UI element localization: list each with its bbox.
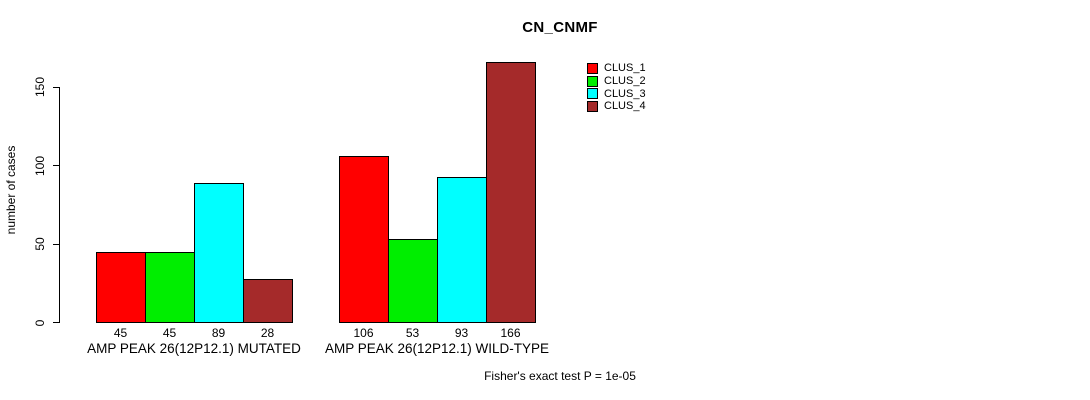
category-label: AMP PEAK 26(12P12.1) WILD-TYPE [324, 341, 550, 356]
y-axis-tick [53, 243, 59, 245]
legend-label: CLUS_1 [604, 62, 646, 75]
bar-clus_3-group2 [437, 176, 487, 323]
legend-item-clus_1: CLUS_1 [587, 62, 646, 75]
legend-swatch-icon [587, 75, 598, 87]
bar-value-label: 53 [405, 326, 420, 340]
legend-item-clus_2: CLUS_2 [587, 75, 646, 88]
y-axis-tick-label: 50 [33, 237, 47, 251]
legend-swatch-icon [587, 88, 598, 100]
bar-value-label: 93 [454, 326, 469, 340]
legend-swatch-icon [587, 100, 598, 112]
y-axis-line [59, 87, 60, 324]
y-axis-tick [53, 165, 59, 167]
bar-clus_2-group1 [145, 251, 195, 323]
bar-value-label: 106 [353, 326, 374, 340]
legend-label: CLUS_4 [604, 100, 646, 113]
bar-value-label: 45 [113, 326, 128, 340]
y-axis-tick-label: 100 [33, 155, 47, 176]
y-axis-tick-label: 0 [33, 319, 47, 326]
bar-clus_1-group2 [339, 156, 389, 323]
bar-value-label: 28 [260, 326, 275, 340]
y-axis-label: number of cases [4, 145, 18, 235]
legend: CLUS_1 CLUS_2 CLUS_3 CLUS_4 [587, 62, 646, 113]
legend-item-clus_3: CLUS_3 [587, 87, 646, 100]
legend-item-clus_4: CLUS_4 [587, 100, 646, 113]
bar-clus_1-group1 [96, 251, 146, 323]
bar-clus_3-group1 [194, 183, 244, 323]
legend-swatch-icon [587, 62, 598, 74]
legend-label: CLUS_3 [604, 87, 646, 100]
category-label: AMP PEAK 26(12P12.1) MUTATED [87, 341, 301, 356]
bar-value-label: 89 [211, 326, 226, 340]
bar-clus_4-group1 [243, 278, 293, 323]
bar-value-label: 166 [500, 326, 521, 340]
y-axis-tick-label: 150 [33, 77, 47, 98]
bar-clus_2-group2 [388, 239, 438, 323]
bar-value-label: 45 [162, 326, 177, 340]
y-axis-tick [53, 322, 59, 323]
bar-clus_4-group2 [486, 62, 536, 323]
stat-annotation: Fisher's exact test P = 1e-05 [484, 369, 636, 383]
legend-label: CLUS_2 [604, 75, 646, 88]
y-axis-tick [53, 86, 59, 88]
chart-title: CN_CNMF [522, 19, 598, 36]
